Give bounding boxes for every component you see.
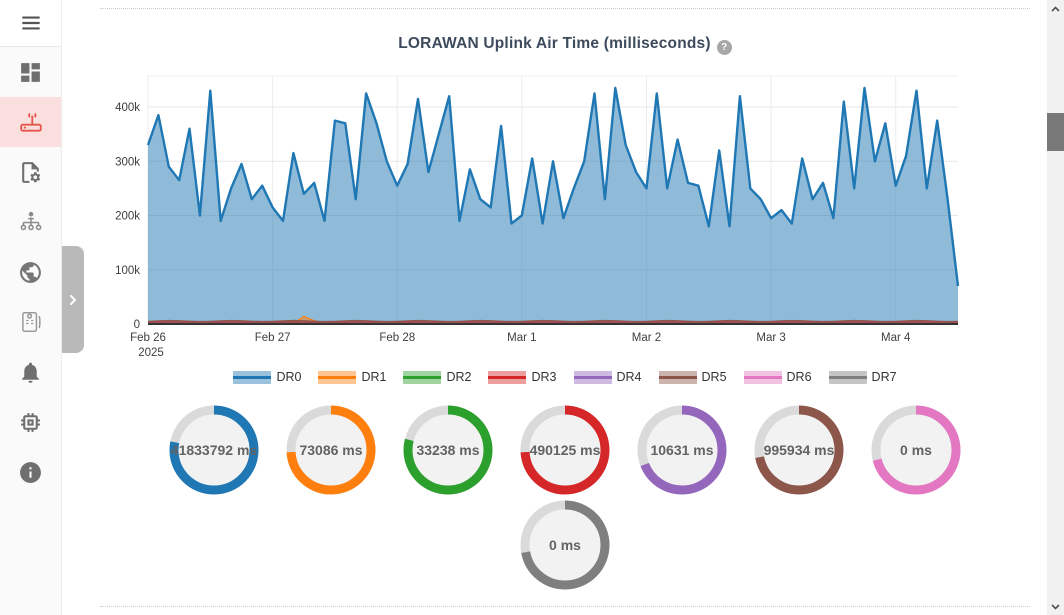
svg-text:0 ms: 0 ms bbox=[549, 537, 581, 553]
sidebar bbox=[0, 0, 62, 615]
svg-text:33238 ms: 33238 ms bbox=[416, 442, 479, 458]
legend-swatch bbox=[743, 370, 782, 384]
svg-text:200k: 200k bbox=[115, 211, 140, 223]
svg-text:300k: 300k bbox=[115, 156, 140, 168]
legend-label: DR0 bbox=[276, 370, 302, 384]
legend-label: DR7 bbox=[871, 370, 897, 384]
legend-swatch bbox=[488, 370, 527, 384]
log-card-icon bbox=[21, 312, 41, 332]
chart-legend: DR0 DR1 DR2 DR3 DR4 DR5 DR6 DR7 bbox=[100, 370, 1030, 384]
legend-item-dr3[interactable]: DR3 bbox=[488, 370, 557, 384]
sidebar-item-network[interactable] bbox=[0, 247, 61, 297]
gauge-dr1: 73086 ms bbox=[285, 404, 377, 496]
chevron-down-icon bbox=[1051, 603, 1060, 610]
legend-item-dr6[interactable]: DR6 bbox=[743, 370, 812, 384]
svg-text:Mar 4: Mar 4 bbox=[881, 332, 911, 344]
chevron-up-icon bbox=[1051, 5, 1060, 12]
svg-text:73086 ms: 73086 ms bbox=[299, 442, 362, 458]
legend-label: DR1 bbox=[361, 370, 387, 384]
svg-text:Feb 26: Feb 26 bbox=[130, 332, 166, 344]
legend-swatch bbox=[403, 370, 442, 384]
file-gear-icon bbox=[22, 161, 41, 183]
legend-swatch bbox=[828, 370, 867, 384]
chevron-right-icon bbox=[70, 294, 76, 305]
gauges-row-2: 0 ms bbox=[519, 499, 611, 591]
gauges-row-1: 41833792 ms 73086 ms 33238 ms 490125 ms 1063… bbox=[168, 404, 962, 496]
svg-text:2025: 2025 bbox=[138, 347, 164, 359]
gauge-dr7: 0 ms bbox=[519, 499, 611, 591]
legend-item-dr4[interactable]: DR4 bbox=[573, 370, 642, 384]
help-icon[interactable]: ? bbox=[716, 40, 732, 55]
bell-icon bbox=[22, 362, 39, 383]
legend-swatch bbox=[233, 370, 272, 384]
vertical-scrollbar[interactable] bbox=[1047, 0, 1064, 615]
legend-label: DR5 bbox=[701, 370, 727, 384]
legend-item-dr1[interactable]: DR1 bbox=[318, 370, 386, 384]
chart-title: LORAWAN Uplink Air Time (milliseconds) bbox=[398, 35, 711, 52]
scroll-down-button[interactable] bbox=[1047, 598, 1064, 615]
svg-text:Mar 1: Mar 1 bbox=[507, 332, 536, 344]
gauge-dr3: 490125 ms bbox=[519, 404, 611, 496]
info-icon bbox=[20, 461, 41, 483]
legend-swatch bbox=[658, 370, 697, 384]
svg-text:41833792 ms: 41833792 ms bbox=[171, 442, 258, 458]
sidebar-item-about[interactable] bbox=[0, 447, 61, 497]
svg-text:490125 ms: 490125 ms bbox=[530, 442, 601, 458]
scroll-up-button[interactable] bbox=[1047, 0, 1064, 17]
globe-icon bbox=[20, 261, 41, 283]
svg-text:0: 0 bbox=[134, 319, 140, 331]
sidebar-item-devices[interactable] bbox=[0, 397, 61, 447]
sidebar-item-profiles[interactable] bbox=[0, 147, 61, 197]
svg-text:Feb 27: Feb 27 bbox=[255, 332, 291, 344]
legend-swatch bbox=[573, 370, 612, 384]
legend-label: DR6 bbox=[786, 370, 812, 384]
svg-text:400k: 400k bbox=[115, 102, 140, 114]
sidebar-item-dashboard[interactable] bbox=[0, 47, 61, 97]
chart-title-row: LORAWAN Uplink Air Time (milliseconds)? bbox=[100, 35, 1030, 55]
uplink-chart-svg: 0 100k 200k 300k 400k Feb 26 Feb 27 Feb 28 Mar 1… bbox=[115, 75, 960, 359]
svg-text:10631 ms: 10631 ms bbox=[650, 442, 713, 458]
main-content: LORAWAN Uplink Air Time (milliseconds)? … bbox=[84, 0, 1047, 615]
menu-button[interactable] bbox=[0, 0, 61, 47]
legend-label: DR2 bbox=[446, 370, 472, 384]
svg-text:100k: 100k bbox=[115, 265, 140, 277]
hamburger-icon bbox=[21, 16, 40, 30]
sidebar-item-gateways[interactable] bbox=[0, 97, 61, 147]
legend-swatch bbox=[318, 370, 357, 384]
router-icon bbox=[19, 112, 42, 132]
gauge-dr0: 41833792 ms bbox=[168, 404, 260, 496]
gauge-dr5: 995934 ms bbox=[753, 404, 845, 496]
gauge-dr4: 10631 ms bbox=[636, 404, 728, 496]
legend-item-dr0[interactable]: DR0 bbox=[233, 370, 301, 384]
chart-card: LORAWAN Uplink Air Time (milliseconds)? … bbox=[100, 8, 1030, 607]
gauges: 41833792 ms 73086 ms 33238 ms 490125 ms 1063… bbox=[100, 404, 1030, 591]
org-chart-icon bbox=[20, 211, 41, 231]
scroll-thumb[interactable] bbox=[1047, 113, 1064, 151]
legend-label: DR4 bbox=[616, 370, 642, 384]
legend-item-dr2[interactable]: DR2 bbox=[403, 370, 471, 384]
gauge-dr6: 0 ms bbox=[870, 404, 962, 496]
svg-text:Feb 28: Feb 28 bbox=[379, 332, 415, 344]
dashboard-icon bbox=[21, 62, 40, 82]
legend-item-dr7[interactable]: DR7 bbox=[828, 370, 897, 384]
drawer-expand-handle[interactable] bbox=[62, 246, 84, 353]
chip-icon bbox=[21, 412, 40, 432]
sidebar-item-notifications[interactable] bbox=[0, 347, 61, 397]
gauge-dr2: 33238 ms bbox=[402, 404, 494, 496]
sidebar-item-organization[interactable] bbox=[0, 197, 61, 247]
svg-text:Mar 2: Mar 2 bbox=[632, 332, 661, 344]
legend-label: DR3 bbox=[531, 370, 557, 384]
sidebar-item-packet-logs[interactable] bbox=[0, 297, 61, 347]
svg-text:Mar 3: Mar 3 bbox=[756, 332, 785, 344]
svg-text:0 ms: 0 ms bbox=[900, 442, 932, 458]
svg-text:995934 ms: 995934 ms bbox=[764, 442, 835, 458]
legend-item-dr5[interactable]: DR5 bbox=[658, 370, 727, 384]
